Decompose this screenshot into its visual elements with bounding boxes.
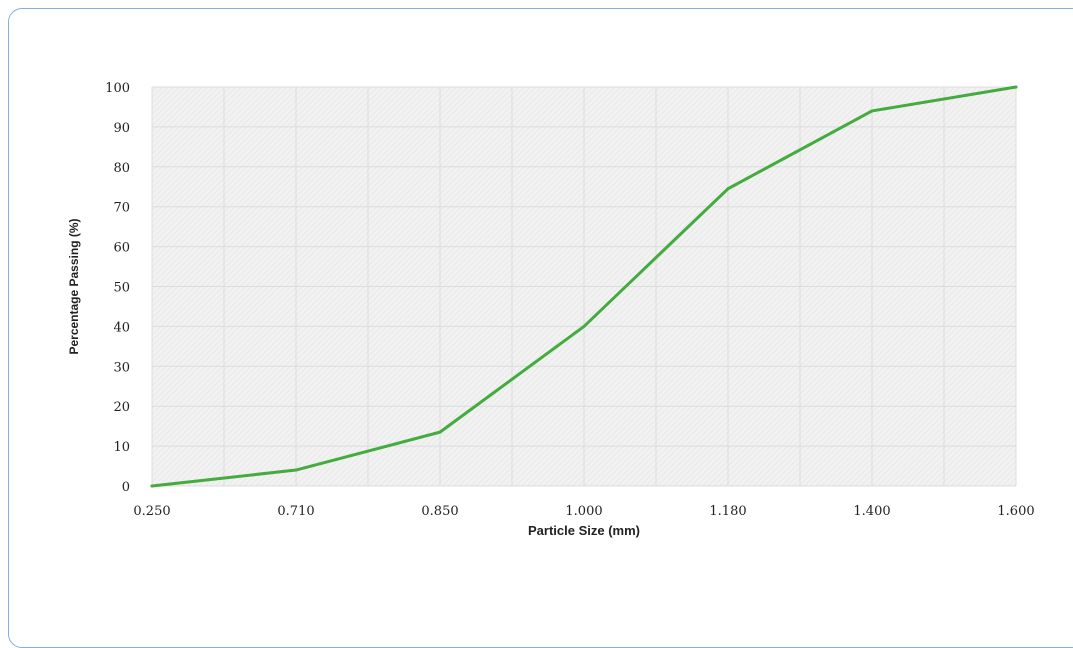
series-layer xyxy=(150,85,1018,488)
y-tick-label: 80 xyxy=(113,161,130,176)
y-tick-label: 10 xyxy=(113,440,130,455)
x-axis-title: Particle Size (mm) xyxy=(528,523,640,538)
y-tick-label: 30 xyxy=(113,360,130,375)
x-tick-labels: 0.250 0.710 0.850 1.000 1.180 1.400 1.600 xyxy=(133,504,1034,519)
data-point xyxy=(1014,85,1018,89)
y-tick-label: 90 xyxy=(113,121,130,136)
y-tick-label: 70 xyxy=(113,201,130,216)
data-point xyxy=(582,324,586,328)
y-tick-labels: 0 10 20 30 40 50 60 70 80 90 100 xyxy=(105,81,130,495)
y-tick-label: 20 xyxy=(113,400,130,415)
x-tick-label: 1.000 xyxy=(565,504,602,519)
y-tick-label: 60 xyxy=(113,241,130,256)
x-tick-label: 1.180 xyxy=(709,504,746,519)
data-point xyxy=(294,468,298,472)
data-point xyxy=(150,484,154,488)
x-tick-label: 1.600 xyxy=(997,504,1034,519)
data-point xyxy=(438,430,442,434)
y-tick-label: 100 xyxy=(105,81,130,96)
x-tick-label: 0.710 xyxy=(277,504,314,519)
x-tick-label: 1.400 xyxy=(853,504,890,519)
y-axis-title: Percentage Passing (%) xyxy=(67,218,81,354)
x-tick-label: 0.850 xyxy=(421,504,458,519)
data-point xyxy=(870,109,874,113)
grid-lines xyxy=(151,86,1017,487)
chart: 0 10 20 30 40 50 60 70 80 90 100 0.250 0.710 0.850 1.… xyxy=(67,81,1035,538)
y-tick-label: 40 xyxy=(113,320,130,335)
y-tick-label: 0 xyxy=(122,480,130,495)
x-tick-label: 0.250 xyxy=(133,504,170,519)
data-point xyxy=(726,187,730,191)
y-tick-label: 50 xyxy=(113,281,130,296)
